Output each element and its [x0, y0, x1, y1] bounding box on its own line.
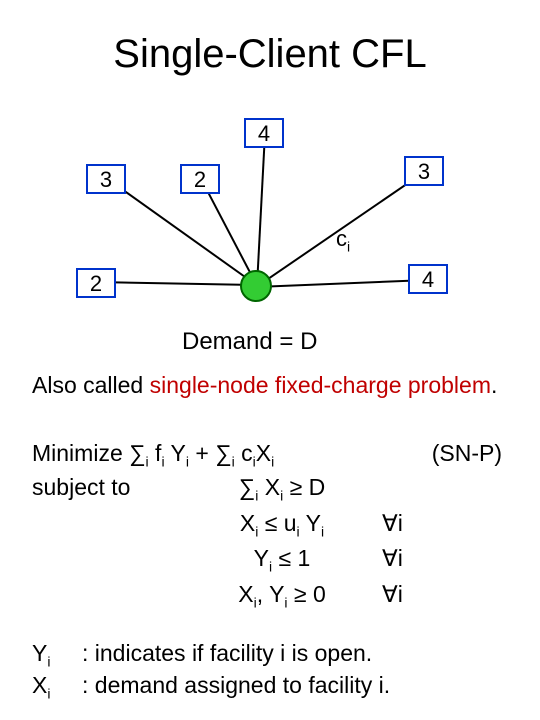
para-pre: Also called	[32, 372, 150, 398]
constraint-label: subject to	[32, 474, 182, 501]
objective-label: Minimize	[32, 440, 129, 466]
edge	[256, 279, 428, 288]
constraint-row: Yi ≤ 1∀i	[32, 545, 512, 575]
facility-box: 2	[180, 164, 220, 194]
objective-expr: ∑i fi Yi + ∑i ciXi	[129, 440, 274, 466]
demand-node	[240, 270, 272, 302]
objective-line: Minimize ∑i fi Yi + ∑i ciXi (SN-P)	[32, 438, 512, 471]
description-paragraph: Also called single-node fixed-charge pro…	[32, 370, 512, 401]
constraint-right: ∀i	[382, 581, 492, 608]
constraint-row: subject to∑i Xi ≥ D	[32, 474, 512, 504]
definition-symbol: Yi	[32, 640, 82, 670]
facility-box: 4	[244, 118, 284, 148]
page-title: Single-Client CFL	[0, 32, 540, 77]
definition-row: Xi: demand assigned to facility i.	[32, 672, 512, 702]
constraints-block: subject to∑i Xi ≥ DXi ≤ ui Yi∀iYi ≤ 1∀iX…	[32, 474, 512, 616]
facility-box: 4	[408, 264, 448, 294]
constraint-math: ∑i Xi ≥ D	[182, 474, 382, 504]
para-red: single-node fixed-charge problem	[150, 372, 491, 398]
objective-right: (SN-P)	[432, 438, 502, 469]
constraint-math: Yi ≤ 1	[182, 545, 382, 575]
edge	[200, 178, 258, 286]
facility-box: 3	[404, 156, 444, 186]
definition-symbol: Xi	[32, 672, 82, 702]
definition-row: Yi: indicates if facility i is open.	[32, 640, 512, 670]
constraint-row: Xi, Yi ≥ 0∀i	[32, 581, 512, 611]
constraint-math: Xi ≤ ui Yi	[182, 510, 382, 540]
facility-box: 3	[86, 164, 126, 194]
ci-label: ci	[336, 226, 350, 254]
para-post: .	[491, 372, 497, 398]
constraint-right: ∀i	[382, 545, 492, 572]
constraint-row: Xi ≤ ui Yi∀i	[32, 510, 512, 540]
definition-text: : indicates if facility i is open.	[82, 640, 512, 670]
network-diagram: 432324ciDemand = D	[0, 100, 540, 320]
constraint-math: Xi, Yi ≥ 0	[182, 581, 382, 611]
edge	[96, 281, 256, 286]
edge	[256, 133, 266, 286]
definitions-block: Yi: indicates if facility i is open.Xi: …	[32, 640, 512, 703]
constraint-right: ∀i	[382, 510, 492, 537]
demand-label: Demand = D	[182, 328, 317, 356]
facility-box: 2	[76, 268, 116, 298]
definition-text: : demand assigned to facility i.	[82, 672, 512, 702]
